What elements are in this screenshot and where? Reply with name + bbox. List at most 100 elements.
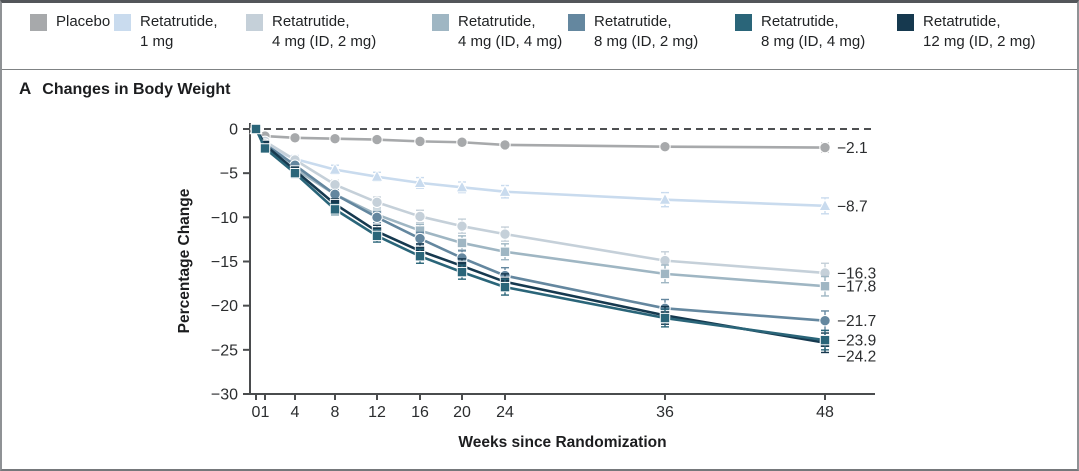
legend-label: Retatrutide, 12 mg (ID, 2 mg)	[923, 13, 1036, 50]
x-tick-label: 4	[291, 404, 300, 421]
y-axis-title: Percentage Change	[176, 188, 193, 333]
data-point	[371, 196, 383, 209]
data-point	[659, 140, 671, 153]
data-point	[370, 169, 384, 182]
y-tick-label: 0	[229, 122, 238, 139]
data-point	[659, 268, 671, 280]
data-point	[819, 334, 831, 346]
data-point	[498, 184, 512, 197]
series-line	[254, 128, 826, 342]
end-value-label: −24.2	[837, 348, 876, 365]
legend-item: Placebo	[30, 12, 110, 32]
data-point	[371, 230, 383, 242]
panel-title-text: Changes in Body Weight	[42, 81, 231, 98]
data-point	[289, 132, 301, 144]
x-tick-label: 20	[453, 404, 471, 421]
data-point	[659, 312, 671, 324]
legend-label: Retatrutide, 4 mg (ID, 4 mg)	[458, 13, 563, 50]
data-point	[250, 123, 262, 135]
end-value-label: −8.7	[837, 198, 868, 215]
panel-title: A Changes in Body Weight	[19, 79, 230, 99]
x-axis-title: Weeks since Randomization	[458, 434, 666, 451]
legend-item: Retatrutide, 4 mg (ID, 4 mg)	[432, 12, 562, 52]
legend-label: Retatrutide, 4 mg (ID, 2 mg)	[272, 13, 377, 50]
data-point	[658, 192, 672, 205]
data-point	[414, 210, 426, 223]
y-axis: 0 −5 −10 −15 −20 −25 −30 Percentage Change	[176, 122, 251, 404]
legend-swatch	[568, 14, 585, 31]
legend-item: Retatrutide, 8 mg (ID, 2 mg)	[568, 12, 698, 52]
series-line	[254, 128, 826, 322]
y-tick-label: −20	[211, 298, 238, 315]
panel-letter: A	[19, 79, 32, 98]
data-point	[289, 167, 301, 179]
series-placebo: −2.1	[250, 123, 868, 157]
data-point	[455, 180, 469, 193]
legend-swatch	[246, 14, 263, 31]
chart-legend: Placebo Retatrutide, 1 mg Retatrutide, 4 mg …	[2, 12, 1077, 68]
series-retatrutide-8-mg-id-4-mg: −23.9	[250, 123, 876, 351]
data-point	[659, 254, 671, 267]
y-tick-label: −5	[220, 166, 238, 183]
data-point	[818, 198, 832, 211]
data-point	[329, 204, 341, 215]
series-line	[254, 128, 826, 275]
data-point	[371, 133, 383, 146]
data-point	[819, 281, 831, 292]
data-point	[499, 228, 511, 240]
x-tick-label: 48	[816, 404, 834, 421]
end-value-label: −17.8	[837, 279, 876, 296]
data-point	[499, 139, 511, 151]
legend-item: Retatrutide, 4 mg (ID, 2 mg)	[246, 12, 376, 52]
legend-divider	[2, 69, 1077, 70]
legend-item: Retatrutide, 8 mg (ID, 4 mg)	[735, 12, 865, 52]
legend-item: Retatrutide, 1 mg	[114, 12, 218, 52]
end-value-label: −23.9	[837, 333, 876, 350]
data-point	[456, 237, 468, 249]
data-point	[456, 266, 468, 278]
data-point	[819, 314, 831, 327]
data-point	[414, 135, 426, 148]
series-line	[254, 128, 826, 208]
data-point	[329, 188, 341, 201]
x-tick-label: 24	[496, 404, 514, 421]
legend-label: Retatrutide, 8 mg (ID, 2 mg)	[594, 13, 699, 50]
end-value-label: −21.7	[837, 313, 876, 330]
data-point	[819, 141, 831, 154]
legend-label: Retatrutide, 1 mg	[140, 13, 218, 50]
data-point	[371, 211, 383, 224]
end-value-label: −2.1	[837, 140, 868, 157]
data-point	[499, 281, 511, 293]
data-point	[499, 246, 511, 257]
data-point	[329, 178, 341, 191]
data-point	[413, 175, 427, 188]
series-line	[254, 128, 826, 345]
data-point	[414, 251, 426, 262]
series-retatrutide-1-mg: −8.7	[249, 121, 868, 215]
data-point	[456, 136, 468, 148]
x-tick-label: 12	[368, 404, 386, 421]
series-line	[255, 127, 826, 149]
legend-item: Retatrutide, 12 mg (ID, 2 mg)	[897, 12, 1036, 52]
x-tick-label: 0	[252, 404, 261, 421]
legend-label: Retatrutide, 8 mg (ID, 4 mg)	[761, 13, 866, 50]
y-tick-label: −25	[211, 342, 238, 359]
series-retatrutide-4-mg-id-2-mg: −16.3	[250, 123, 876, 284]
legend-label: Placebo	[56, 13, 111, 30]
data-point	[414, 232, 426, 245]
y-tick-label: −10	[211, 210, 238, 227]
legend-swatch	[735, 14, 752, 31]
data-point	[456, 220, 468, 232]
legend-swatch	[30, 14, 47, 31]
x-tick-label: 16	[411, 404, 429, 421]
data-point	[329, 133, 341, 145]
x-tick-label: 36	[656, 404, 674, 421]
x-tick-label: 8	[331, 404, 340, 421]
legend-swatch	[897, 14, 914, 31]
data-point	[259, 143, 271, 154]
x-tick-label: 1	[261, 404, 270, 421]
y-tick-label: −30	[211, 387, 238, 404]
